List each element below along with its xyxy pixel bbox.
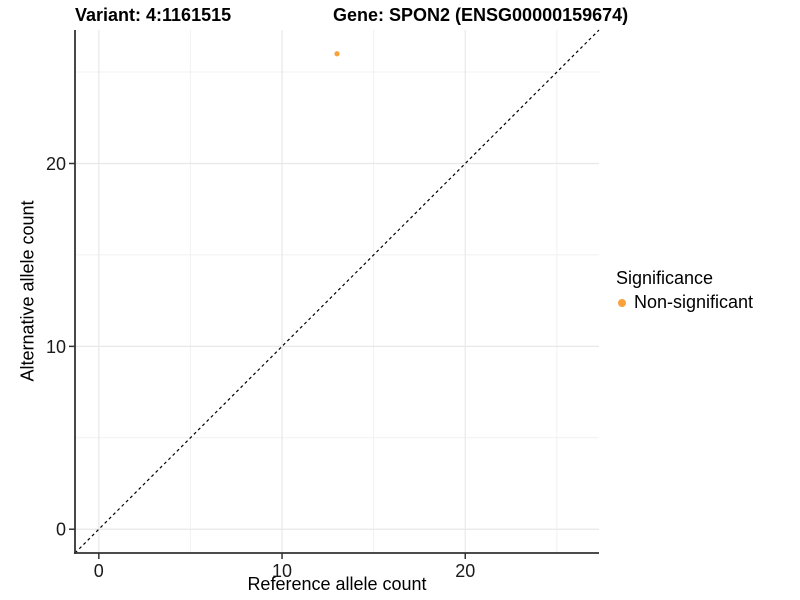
axis-lines (74, 30, 599, 554)
legend-item-label: Non-significant (634, 292, 754, 312)
identity-line (74, 29, 600, 554)
plot-title-variant: Variant: 4:1161515 (75, 5, 232, 25)
legend-point-icon (618, 298, 626, 307)
legend-item: Non-significant (616, 292, 753, 313)
y-axis-label: Alternative allele count (17, 200, 38, 382)
x-tick-label: 10 (272, 561, 292, 581)
x-tick-label: 20 (455, 561, 475, 581)
data-points (334, 51, 340, 57)
legend-title: Significance (616, 268, 714, 288)
y-tick-label: 0 (56, 520, 66, 540)
y-tick-label: 10 (46, 337, 66, 357)
data-point (334, 51, 340, 57)
legend: Significance Non-significant (616, 268, 753, 313)
tick-labels: 0 10 20 0 10 20 (46, 154, 475, 581)
x-tick-label: 0 (94, 561, 104, 581)
plot-title-gene: Gene: SPON2 (ENSG00000159674) (333, 5, 629, 25)
tick-marks (69, 162, 467, 559)
y-tick-label: 20 (46, 154, 66, 174)
x-axis-label: Reference allele count (247, 574, 427, 594)
gridlines (75, 30, 599, 553)
